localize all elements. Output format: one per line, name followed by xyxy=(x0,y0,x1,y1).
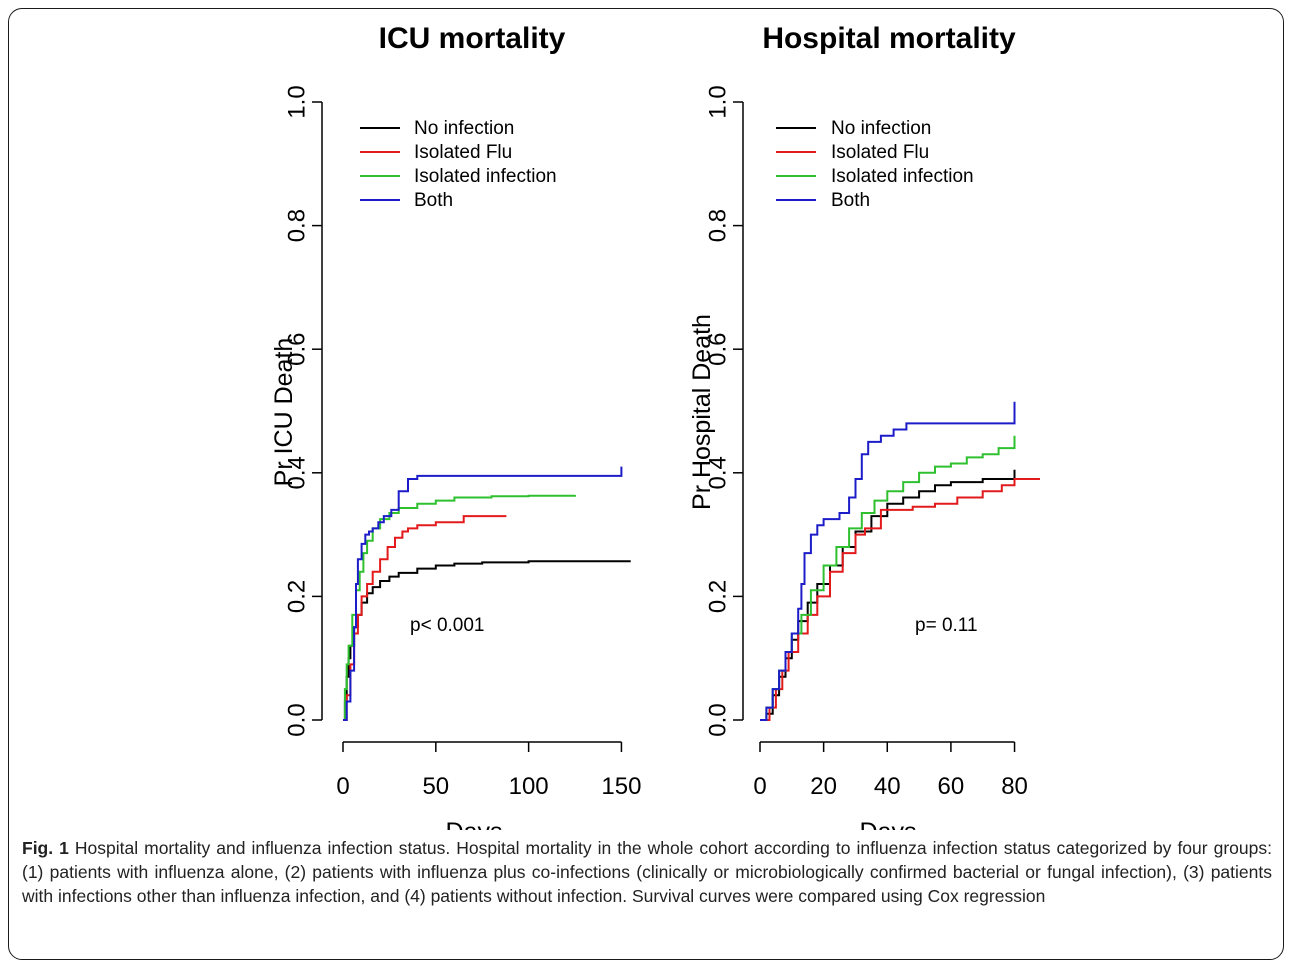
chart-title: Hospital mortality xyxy=(762,22,1016,55)
y-tick-label: 0.6 xyxy=(283,333,310,366)
series-line-both xyxy=(343,466,623,721)
legend-label: Isolated Flu xyxy=(831,142,929,163)
y-tick-label: 0.8 xyxy=(704,209,731,242)
figure-canvas: ICU mortality 0.0 0.2 0.4 0.6 0.8 1.0 0 50 100 150… xyxy=(270,22,1040,830)
caption-label: Fig. 1 xyxy=(22,838,69,858)
icu-mortality-panel: ICU mortality 0.0 0.2 0.4 0.6 0.8 1.0 0 50 100 150… xyxy=(270,22,641,830)
series-line-no-infection xyxy=(343,560,631,721)
caption-text: Hospital mortality and influenza infecti… xyxy=(22,838,1272,906)
hospital-mortality-panel: Hospital mortality 0.0 0.2 0.4 0.6 0.8 1.0 0 20 4… xyxy=(688,22,1040,830)
x-tick-label: 80 xyxy=(1001,773,1028,800)
y-tick-label: 1.0 xyxy=(704,85,731,118)
y-axis-label: Pr Hospital Death xyxy=(688,314,716,510)
p-value-annotation: p= 0.11 xyxy=(915,615,978,636)
legend-label: Isolated Flu xyxy=(414,142,512,163)
series-line-isolated-infection xyxy=(760,435,1016,721)
x-tick-label: 50 xyxy=(422,773,449,800)
y-tick-label: 1.0 xyxy=(283,85,310,118)
y-tick-label: 0.2 xyxy=(283,580,310,613)
y-tick-label: 0.0 xyxy=(283,703,310,736)
chart-title: ICU mortality xyxy=(379,22,566,55)
legend-label: Both xyxy=(414,190,453,211)
legend-label: Both xyxy=(831,190,870,211)
series-line-both xyxy=(760,401,1016,721)
x-tick-label: 40 xyxy=(874,773,901,800)
y-tick-label: 0.4 xyxy=(283,456,310,489)
x-axis-label: Days xyxy=(446,818,503,830)
y-tick-label: 0.4 xyxy=(704,456,731,489)
p-value-annotation: p< 0.001 xyxy=(410,615,485,636)
figure-caption: Fig. 1 Hospital mortality and influenza … xyxy=(22,836,1272,908)
y-tick-label: 0.2 xyxy=(704,580,731,613)
figure-frame xyxy=(8,8,1284,960)
y-tick-label: 0.6 xyxy=(704,333,731,366)
x-axis-label: Days xyxy=(860,818,917,830)
y-tick-label: 0.0 xyxy=(704,703,731,736)
legend-label: Isolated infection xyxy=(831,166,974,187)
x-tick-label: 100 xyxy=(509,773,549,800)
y-axis-label: Pr ICU Death xyxy=(270,338,298,487)
y-tick-label: 0.8 xyxy=(283,209,310,242)
x-tick-label: 150 xyxy=(601,773,641,800)
x-tick-label: 60 xyxy=(938,773,965,800)
legend-label: No infection xyxy=(831,118,931,139)
x-tick-label: 20 xyxy=(810,773,837,800)
legend-label: No infection xyxy=(414,118,514,139)
x-tick-label: 0 xyxy=(336,773,349,800)
series-line-no-infection xyxy=(760,469,1016,721)
x-tick-label: 0 xyxy=(753,773,766,800)
legend-label: Isolated infection xyxy=(414,166,557,187)
